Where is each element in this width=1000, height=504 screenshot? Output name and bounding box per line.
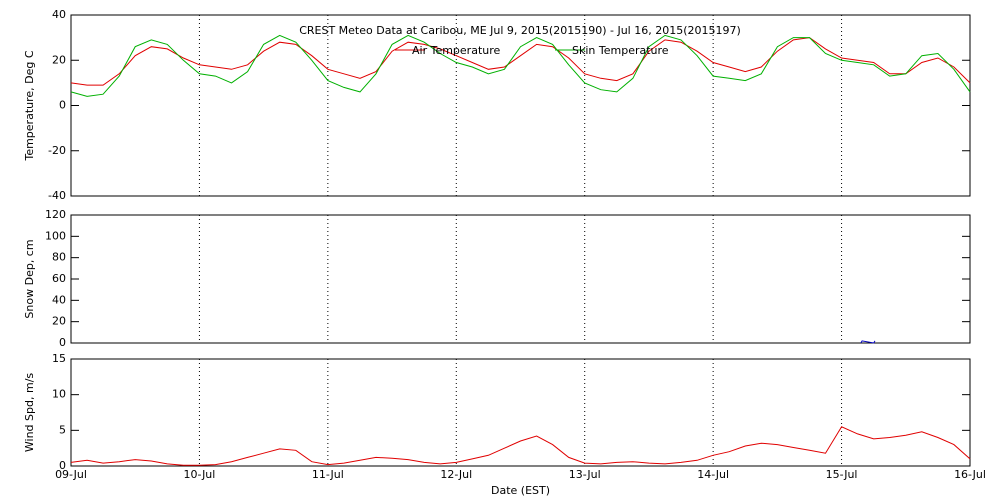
- y-tick-label: 20: [52, 315, 66, 328]
- y-tick-label: 10: [52, 388, 66, 401]
- y-tick-label: 120: [45, 208, 66, 221]
- y-tick-label: 60: [52, 272, 66, 285]
- y-tick-label: 0: [59, 336, 66, 349]
- y-tick-label: 40: [52, 8, 66, 21]
- y-axis-label: Wind Spd, m/s: [23, 373, 36, 453]
- plot-frame: [70, 358, 971, 467]
- series-line: [70, 37, 971, 86]
- x-tick-label: 13-Jul: [569, 468, 601, 481]
- series-line: [860, 340, 876, 344]
- legend-label: Air Temperature: [412, 44, 501, 57]
- y-tick-label: 15: [52, 352, 66, 365]
- x-tick-label: 11-Jul: [312, 468, 344, 481]
- legend-label: Skin Temperature: [572, 44, 669, 57]
- y-tick-label: 80: [52, 251, 66, 264]
- x-tick-label: 15-Jul: [826, 468, 858, 481]
- series-line: [70, 34, 971, 97]
- plot-frame: [70, 214, 971, 344]
- y-tick-label: 40: [52, 293, 66, 306]
- y-tick-label: 100: [45, 229, 66, 242]
- x-tick-label: 14-Jul: [697, 468, 729, 481]
- x-tick-label: 10-Jul: [183, 468, 215, 481]
- x-tick-label: 12-Jul: [440, 468, 472, 481]
- y-tick-label: -20: [48, 144, 66, 157]
- x-axis-label: Date (EST): [491, 484, 550, 497]
- y-axis-label: Snow Dep, cm: [23, 239, 36, 318]
- y-tick-label: 20: [52, 53, 66, 66]
- series-line: [70, 426, 971, 466]
- y-tick-label: -40: [48, 189, 66, 202]
- y-axis-label: Temperature, Deg C: [23, 50, 36, 161]
- chart-title: CREST Meteo Data at Caribou, ME Jul 9, 2…: [299, 24, 741, 37]
- y-tick-label: 0: [59, 99, 66, 112]
- y-tick-label: 0: [59, 459, 66, 472]
- y-tick-label: 5: [59, 423, 66, 436]
- plot-frame: [70, 14, 971, 197]
- x-tick-label: 09-Jul: [55, 468, 87, 481]
- x-tick-label: 16-Jul: [954, 468, 986, 481]
